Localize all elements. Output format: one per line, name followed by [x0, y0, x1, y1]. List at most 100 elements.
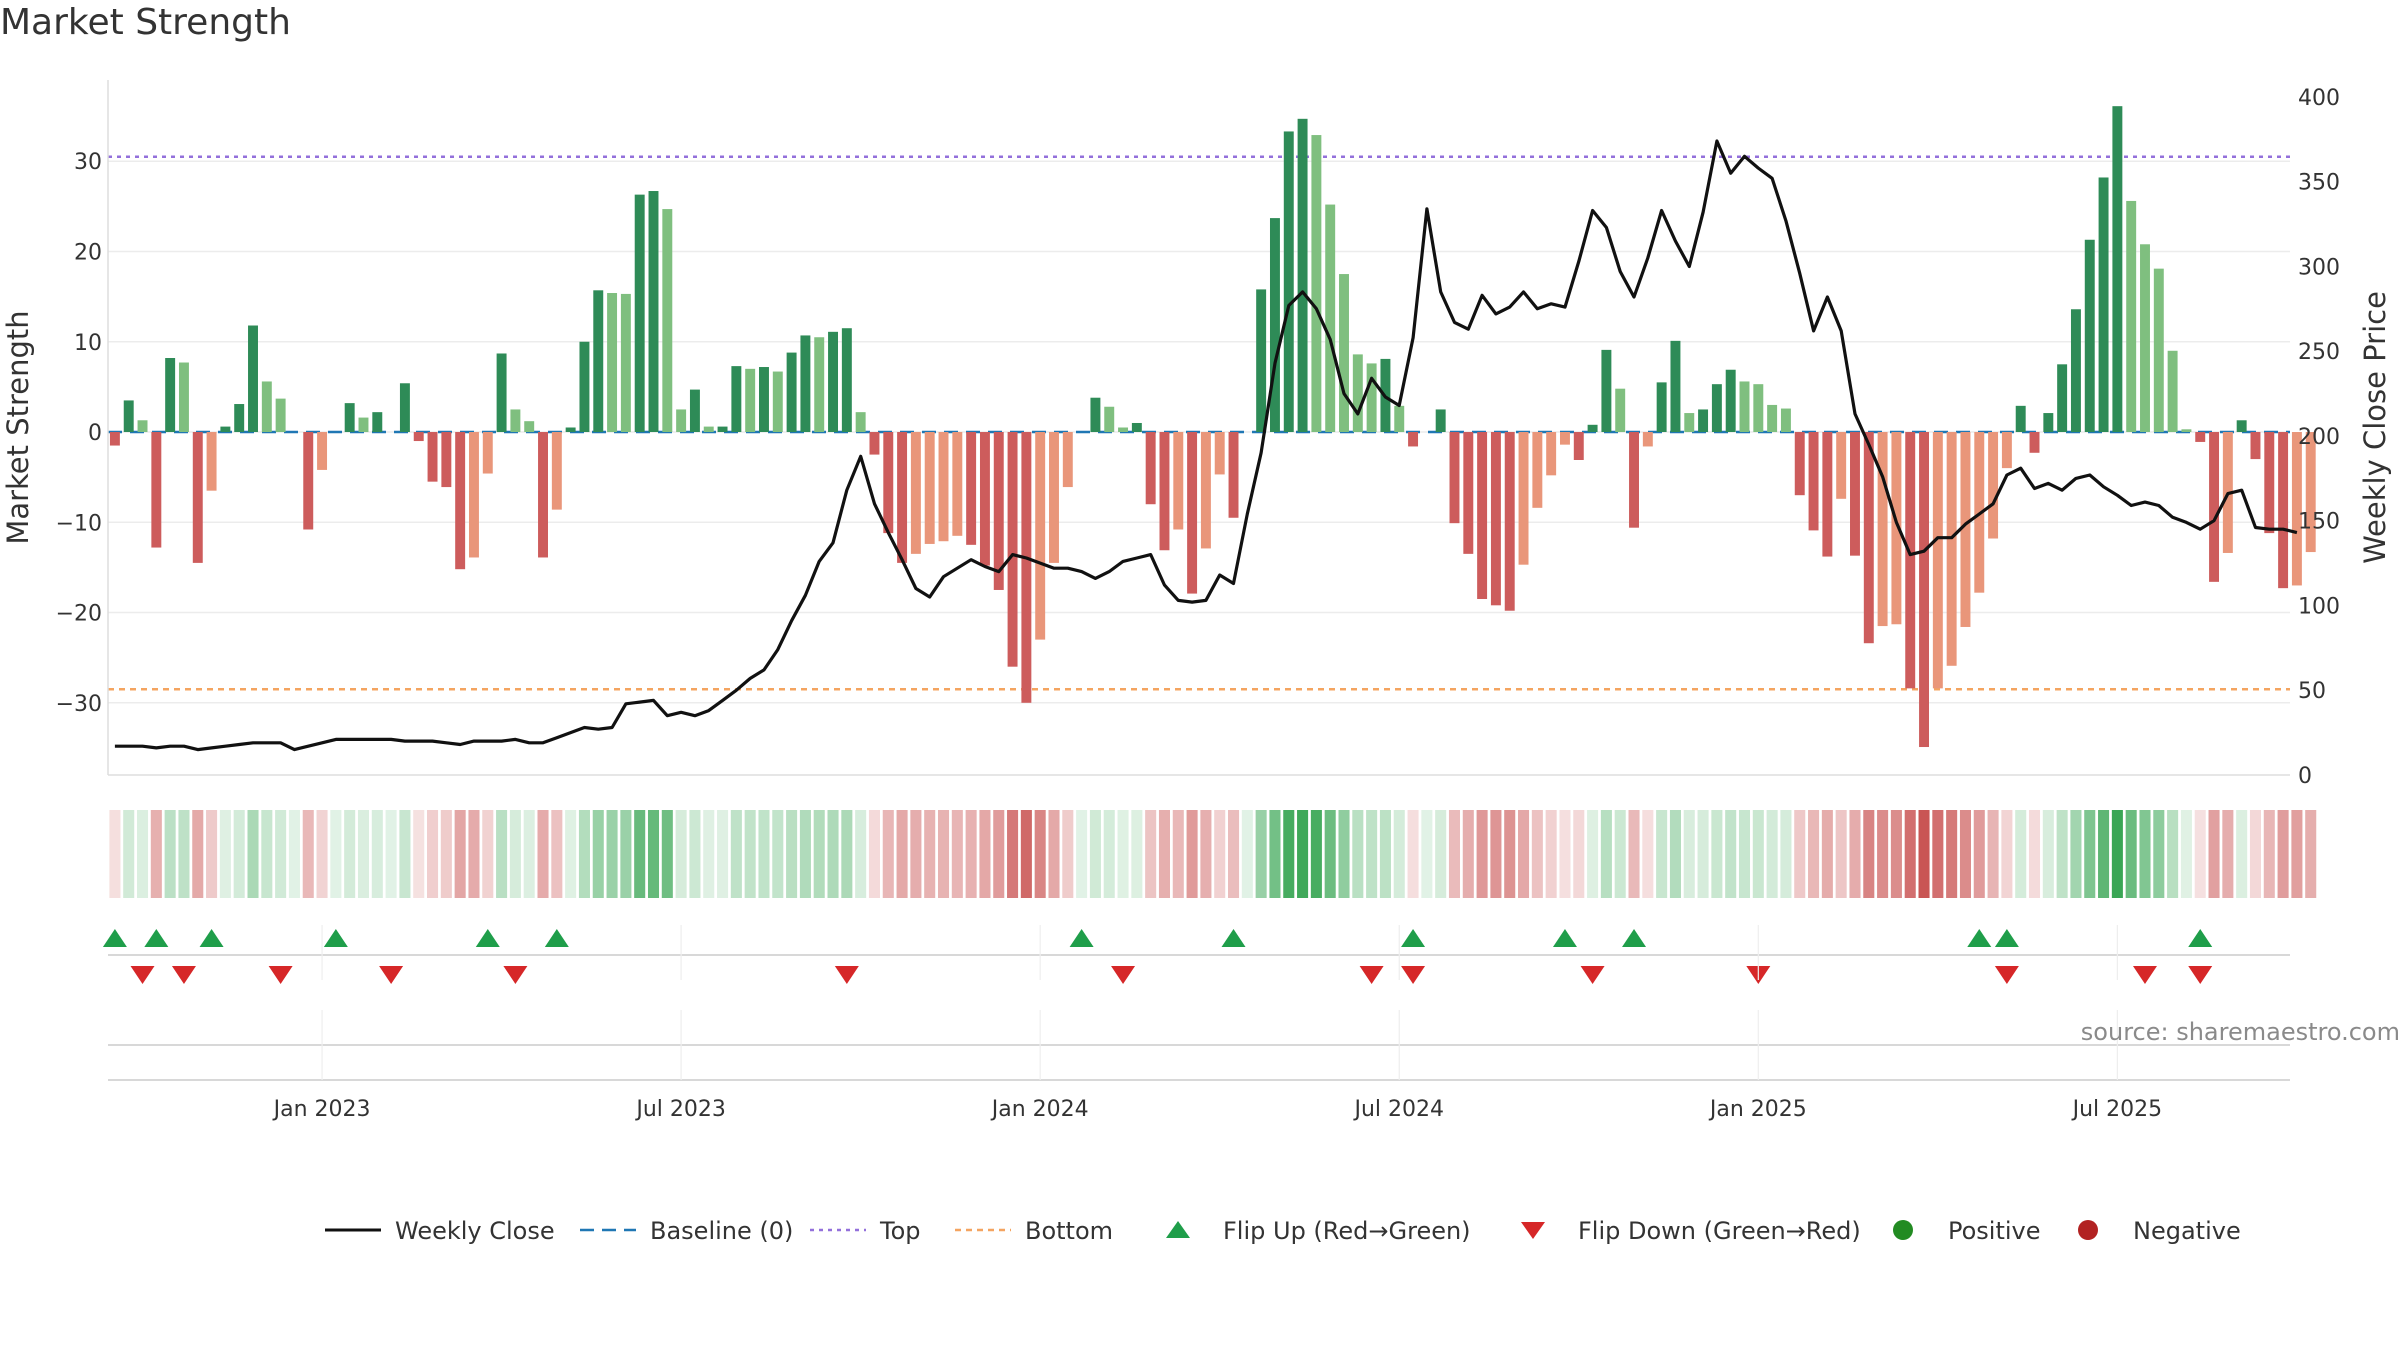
strength-bar [786, 352, 797, 433]
legend-item: Weekly Close [325, 1217, 555, 1245]
strength-bar [1532, 432, 1543, 508]
legend-label: Baseline (0) [650, 1217, 793, 1245]
heat-cell [882, 810, 894, 898]
strength-bar [883, 432, 894, 534]
heat-cell [786, 810, 798, 898]
strength-bar [924, 432, 935, 544]
strength-bar [717, 426, 728, 433]
time-axis: Jan 2023 Jul 2023 Jan 2024 Jul 2024 Jan 2025… [108, 925, 2290, 1122]
heat-cell [1393, 810, 1405, 898]
flip-up-marker [144, 929, 169, 947]
heat-cell [1352, 810, 1364, 898]
strength-bar [966, 432, 977, 545]
weekly-close-line [114, 139, 2298, 752]
strength-bars [109, 106, 2316, 748]
heat-cell [1863, 810, 1875, 898]
strength-bar [1394, 405, 1405, 433]
flip-up-marker [1221, 929, 1246, 947]
strength-bar [1960, 432, 1971, 627]
legend-label: Negative [2133, 1217, 2241, 1245]
strength-bar [1932, 432, 1943, 689]
heat-cell [1697, 810, 1709, 898]
flip-up-marker [1069, 929, 1094, 947]
strength-bar [510, 409, 521, 433]
heat-cell [661, 810, 673, 898]
strength-bar [178, 362, 189, 433]
flip-up-marker [323, 929, 348, 947]
heat-cell [1117, 810, 1129, 898]
strength-bar [109, 432, 120, 446]
heat-cell [799, 810, 811, 898]
heat-cell [178, 810, 190, 898]
heat-cell [937, 810, 950, 898]
strength-bar [220, 426, 231, 433]
strength-bar [1062, 432, 1073, 488]
heat-cell [758, 810, 770, 898]
strength-bar [1725, 369, 1736, 433]
strength-bar [1228, 432, 1239, 518]
strength-bar [1477, 432, 1488, 599]
heat-cell [1835, 810, 1847, 898]
strength-bar [1988, 432, 1999, 539]
heat-cell [164, 810, 176, 898]
flip-up-marker [1967, 929, 1992, 947]
strength-bar [2209, 432, 2220, 582]
strength-bar [1836, 432, 1847, 499]
heat-cell [496, 810, 508, 898]
strength-bar [620, 293, 631, 433]
strength-bar [468, 432, 479, 558]
y2-axis-title: Weekly Close Price [2358, 291, 2392, 564]
flip-down-marker [1994, 966, 2019, 984]
flip-down-marker [503, 966, 528, 984]
strength-bar [731, 366, 742, 433]
weekly-close-path [114, 139, 2298, 752]
strength-bar [1049, 432, 1059, 563]
heat-cell [951, 810, 963, 898]
heat-cell [2291, 810, 2303, 898]
heat-cell [1808, 810, 1820, 898]
heat-cell [1462, 810, 1474, 898]
heat-cell [1228, 810, 1240, 898]
heat-cell [1255, 810, 1267, 898]
strength-bar [662, 209, 673, 433]
heat-cell [551, 810, 563, 898]
heat-cell [302, 810, 314, 898]
y-tick-label: 0 [88, 421, 102, 446]
heat-cell [1932, 810, 1944, 898]
y-tick-label: −20 [56, 602, 102, 627]
legend-label: Positive [1948, 1217, 2041, 1245]
heat-cell [1711, 810, 1723, 898]
legend-item: Baseline (0) [580, 1217, 793, 1245]
heat-cell [150, 810, 162, 898]
heat-cell [523, 810, 535, 898]
heat-cell [233, 810, 245, 898]
heat-cell [2028, 810, 2041, 898]
strength-bar [248, 325, 258, 433]
strength-bar [1007, 432, 1018, 667]
heat-cell [2222, 810, 2234, 898]
strength-bar [1794, 432, 1805, 496]
strength-bar [551, 432, 562, 510]
strength-bar [2181, 429, 2192, 433]
flip-up-marker [544, 929, 569, 947]
heat-cell [855, 810, 867, 898]
strength-bar [234, 404, 245, 433]
strength-bar [855, 412, 866, 433]
heat-cell [1587, 810, 1599, 898]
heat-cell [675, 810, 687, 898]
strength-bar [1352, 354, 1363, 433]
axes: 3020100−10−20−30050100150200250300350400… [1, 80, 2392, 789]
strength-bar [1767, 404, 1778, 433]
heat-cell [1048, 810, 1060, 898]
strength-bar [1090, 397, 1101, 433]
legend-label: Top [879, 1217, 921, 1245]
flip-down-marker [379, 966, 404, 984]
heat-cell [2305, 810, 2317, 898]
heat-cell [413, 810, 425, 898]
heat-cell [454, 810, 466, 898]
heat-cell [1421, 810, 1433, 898]
strength-bar [993, 432, 1004, 590]
strength-bar [372, 412, 383, 433]
strength-bar [1490, 432, 1501, 606]
heat-cell [868, 810, 880, 898]
